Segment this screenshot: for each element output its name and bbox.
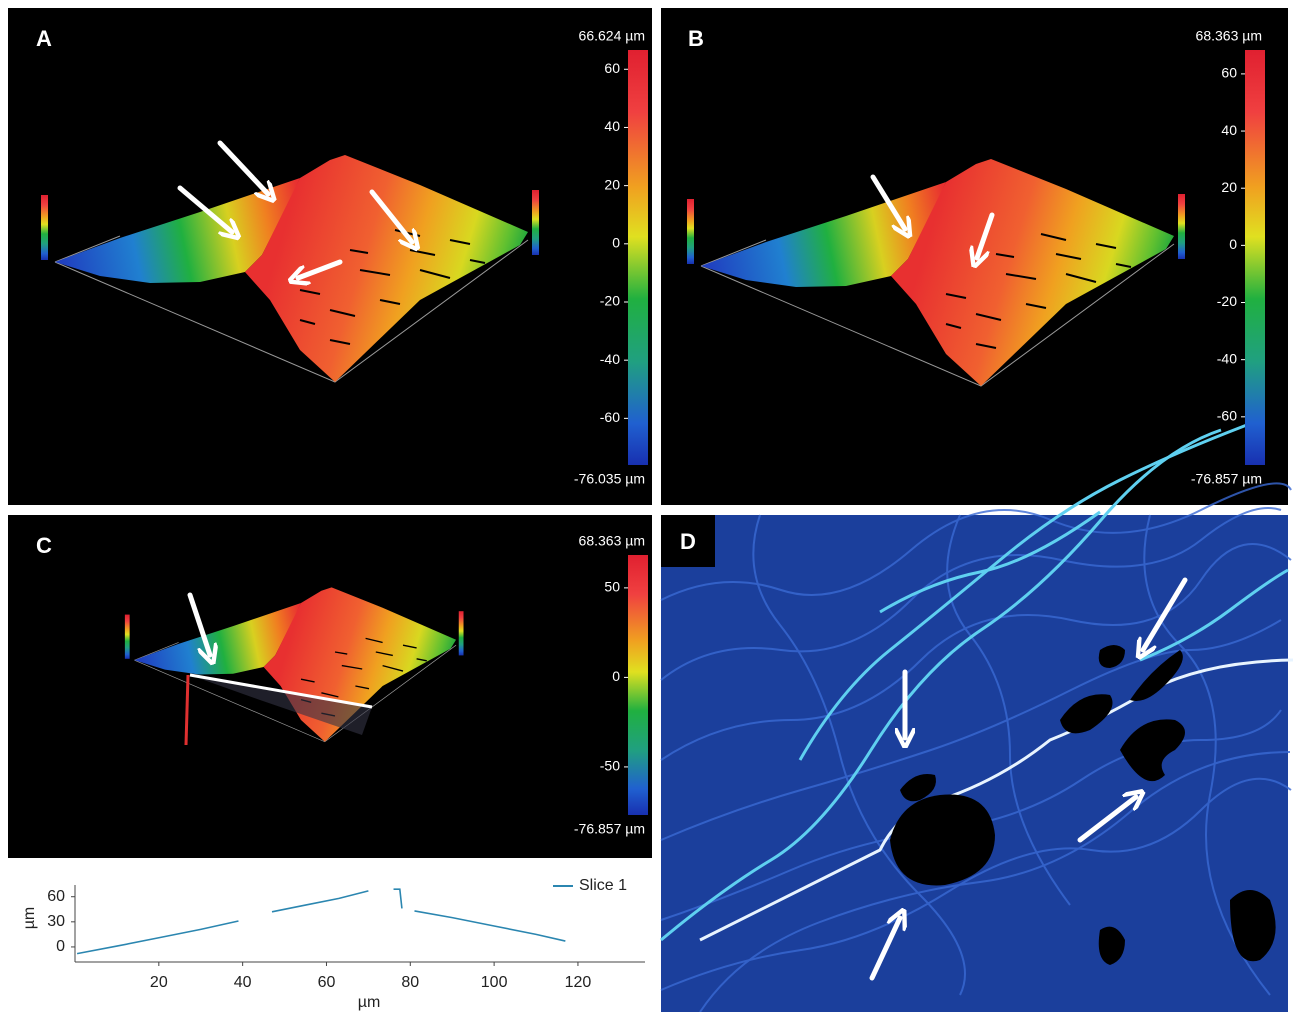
x-tick-label: 80 [401,974,419,991]
colorbar-min-label: -76.035 µm [574,471,645,487]
colorbar [628,50,648,465]
colorbar-tick-label: 40 [604,118,620,134]
x-tick-label: 100 [481,974,508,991]
colorbar-tick-label: -40 [600,351,620,367]
panel-label: B [688,26,704,51]
colorbar-tick-label: 60 [1221,65,1237,81]
y-tick-label: 0 [56,938,65,955]
x-tick-label: 120 [565,974,592,991]
colorbar-tick-label: -60 [1217,408,1237,424]
panel-label: C [36,533,52,558]
figure: A B C D µm µm 66.624 µm -76.035 µm 60 40 20 0… [0,0,1293,1012]
legend-label: Slice 1 [579,877,627,894]
colorbar-tick-label: 0 [612,235,620,251]
colorbar-tick-label: 20 [604,176,620,192]
x-tick-label: 60 [318,974,336,991]
line [77,889,565,953]
x-axis-label: µm [358,994,381,1011]
colorbar-max-label: 68.363 µm [1196,28,1262,44]
x-tick-label: 20 [150,974,168,991]
colorbar-tick-label: 40 [1221,122,1237,138]
y-axis-label: µm [21,907,38,930]
y-tick-label: 30 [47,913,65,930]
colorbar-tick-label: 50 [604,579,620,595]
panel-label: D [680,529,696,554]
colorbar-max-label: 66.624 µm [579,28,645,44]
colorbar-tick-label: -40 [1217,350,1237,366]
colorbar-tick-label: -50 [600,758,620,774]
y-tick-label: 60 [47,888,65,905]
panel-label: A [36,26,52,51]
colorbar-tick-label: -60 [600,409,620,425]
colorbar-tick-label: -20 [1217,293,1237,309]
colorbar-min-label: -76.857 µm [574,821,645,837]
colorbar-max-label: 68.363 µm [579,533,645,549]
colorbar [1245,50,1265,465]
colorbar-tick-label: 60 [604,60,620,76]
colorbar-tick-label: 0 [612,668,620,684]
colorbar-min-label: -76.857 µm [1191,471,1262,487]
x-tick-label: 40 [234,974,252,991]
colorbar [628,555,648,815]
colorbar-tick-label: 20 [1221,179,1237,195]
colorbar-tick-label: 0 [1229,236,1237,252]
colorbar-tick-label: -20 [600,293,620,309]
